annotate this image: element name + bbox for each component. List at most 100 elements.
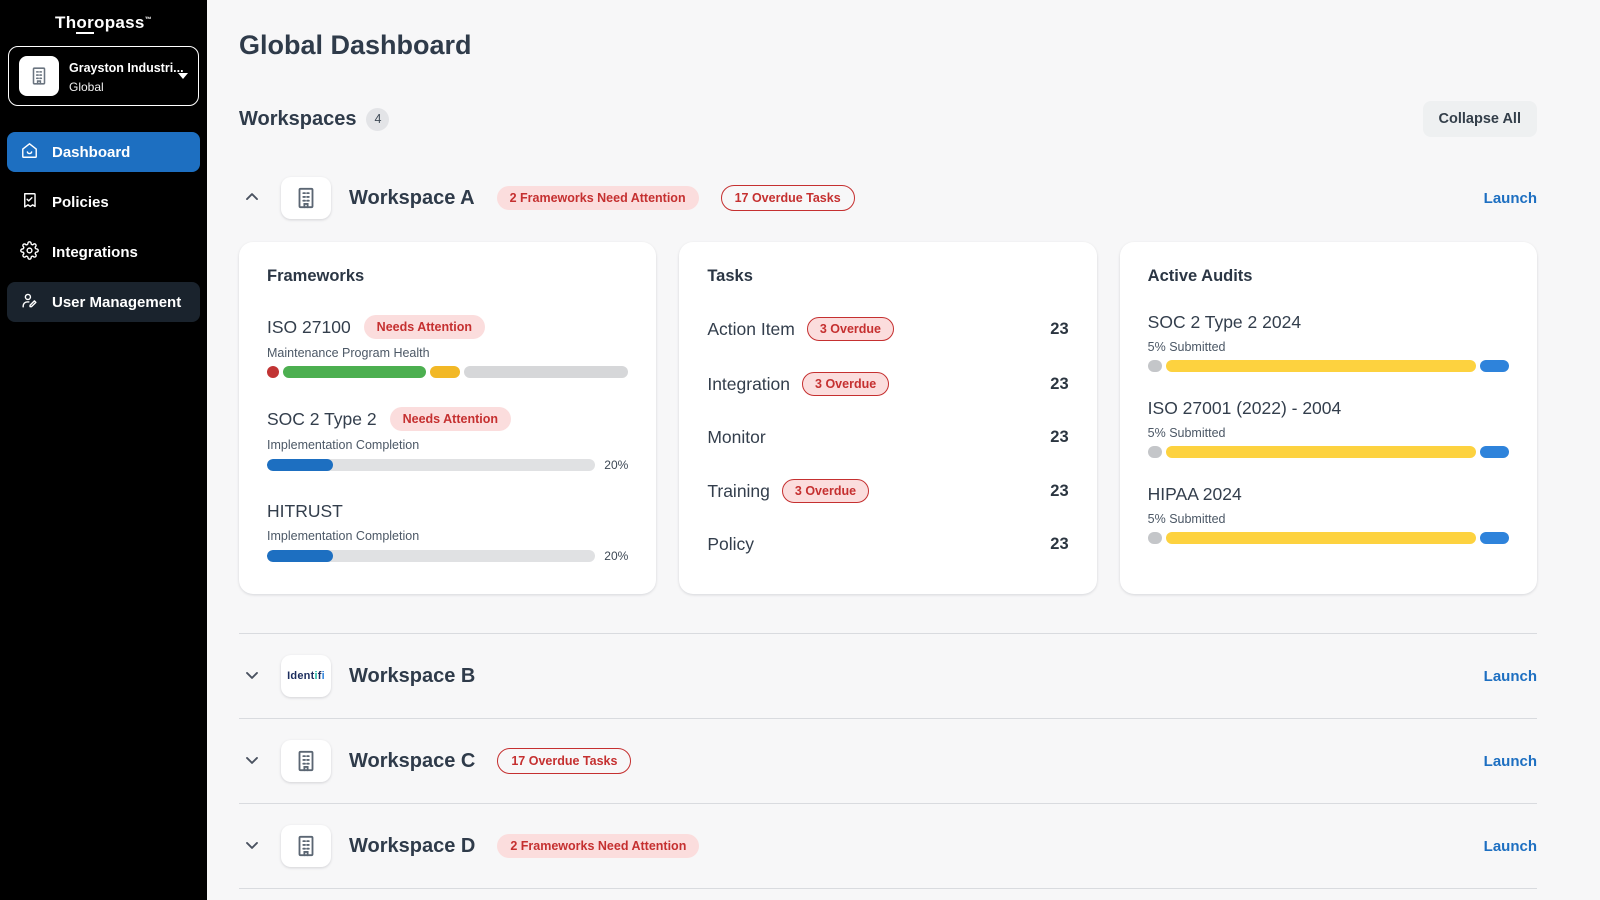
workspaces-count-badge: 4: [366, 107, 390, 131]
workspace-a-title: Workspace A: [349, 186, 475, 209]
task-row: Policy 23: [707, 534, 1068, 555]
selected-workspace-scope: Global: [69, 79, 104, 94]
tasks-card: Tasks Action Item 3 Overdue 23 Integrati…: [679, 242, 1097, 594]
task-row: Monitor 23: [707, 427, 1068, 448]
task-count: 23: [1050, 374, 1069, 393]
audit-name: ISO 27001 (2022) - 2004: [1147, 398, 1342, 418]
main-content: Global Dashboard Workspaces 4 Collapse A…: [207, 0, 1600, 900]
needs-attention-badge: Needs Attention: [363, 315, 486, 339]
overdue-badge: 3 Overdue: [806, 317, 895, 341]
task-type-label: Integration: [707, 373, 791, 394]
sidebar-item-label: Dashboard: [52, 143, 131, 161]
logo-letters: f: [317, 670, 322, 682]
framework-name: SOC 2 Type 2: [267, 408, 377, 429]
active-audits-card-title: Active Audits: [1147, 267, 1253, 285]
user-edit-icon: [20, 291, 39, 314]
chevron-down-icon: [242, 665, 262, 688]
audit-name: SOC 2 Type 2 2024: [1147, 312, 1302, 332]
sidebar: Thoropass™ Grayston Industri... Global D…: [0, 0, 207, 900]
framework-metric-label: Implementation Completion: [267, 529, 420, 543]
sidebar-item-user-management[interactable]: User Management: [7, 282, 200, 322]
chevron-down-icon: [178, 73, 188, 79]
framework-item: SOC 2 Type 2 Needs Attention Implementat…: [267, 407, 628, 472]
task-row: Training 3 Overdue 23: [707, 479, 1069, 503]
audit-item: ISO 27001 (2022) - 2004 5% Submitted: [1147, 398, 1509, 458]
chevron-down-icon: [242, 750, 262, 773]
workspaces-heading: Workspaces: [239, 107, 357, 130]
audit-status-label: 5% Submitted: [1147, 340, 1226, 354]
sidebar-item-policies[interactable]: Policies: [7, 182, 200, 222]
expand-workspace-b-button[interactable]: [239, 665, 265, 688]
workspace-c-logo: [281, 740, 331, 782]
logo-text-underlined: or: [76, 13, 95, 34]
logo-text: Th: [55, 13, 77, 32]
logo-text: opass: [94, 13, 145, 32]
overdue-badge: 3 Overdue: [802, 372, 890, 396]
audit-status-label: 5% Submitted: [1147, 426, 1226, 440]
sidebar-item-dashboard[interactable]: Dashboard: [7, 132, 200, 172]
collapse-workspace-a-button[interactable]: [239, 187, 265, 210]
task-type-label: Training: [707, 480, 770, 501]
maintenance-health-bar: [267, 366, 629, 378]
sidebar-nav: Dashboard Policies Integrations: [0, 132, 207, 322]
audit-item: HIPAA 2024 5% Submitted: [1147, 484, 1509, 544]
framework-item: ISO 27100 Needs Attention Maintenance Pr…: [267, 315, 629, 378]
page-title: Global Dashboard: [239, 30, 472, 60]
section-divider: [239, 888, 1537, 889]
logo-letters: i: [321, 670, 325, 682]
task-count: 23: [1050, 535, 1069, 553]
workspace-d-logo: [281, 825, 331, 867]
expand-workspace-d-button[interactable]: [239, 835, 265, 858]
workspace-c-title: Workspace C: [349, 749, 476, 772]
sidebar-item-label: User Management: [52, 293, 182, 311]
overdue-badge: 3 Overdue: [781, 479, 870, 503]
framework-name: ISO 27100: [267, 316, 351, 337]
expand-workspace-c-button[interactable]: [239, 750, 265, 773]
sidebar-item-label: Integrations: [52, 243, 138, 261]
task-row: Integration 3 Overdue 23: [707, 372, 1069, 396]
collapse-all-button[interactable]: Collapse All: [1422, 101, 1537, 137]
workspace-d-title: Workspace D: [349, 834, 476, 857]
sidebar-item-integrations[interactable]: Integrations: [7, 232, 200, 272]
framework-metric-label: Implementation Completion: [267, 438, 420, 452]
selected-workspace-name: Grayston Industri...: [69, 60, 184, 75]
task-type-label: Action Item: [707, 318, 795, 339]
workspace-selector[interactable]: Grayston Industri... Global: [8, 46, 199, 106]
gear-icon: [20, 240, 39, 264]
workspace-b-row: Identifi Workspace B Launch: [239, 634, 1537, 718]
frameworks-card: Frameworks ISO 27100 Needs Attention Mai…: [239, 242, 657, 594]
task-count: 23: [1050, 428, 1069, 446]
launch-workspace-c-link[interactable]: Launch: [1483, 752, 1537, 770]
audit-progress-bar: [1147, 360, 1509, 372]
section-divider: [239, 633, 1537, 634]
building-icon: [19, 56, 59, 96]
workspace-a-cards: Frameworks ISO 27100 Needs Attention Mai…: [239, 242, 1537, 594]
tasks-card-title: Tasks: [707, 267, 753, 285]
launch-workspace-d-link[interactable]: Launch: [1483, 837, 1537, 855]
frameworks-attention-badge: 2 Frameworks Need Attention: [497, 834, 700, 858]
workspace-d-row: Workspace D 2 Frameworks Need Attention …: [239, 804, 1537, 888]
progress-percent-label: 20%: [604, 549, 629, 563]
identifi-logo: Identifi: [281, 655, 331, 697]
home-icon: [20, 141, 39, 164]
frameworks-card-title: Frameworks: [267, 267, 365, 285]
progress-percent-label: 20%: [604, 458, 629, 472]
task-row: Action Item 3 Overdue 23: [707, 317, 1069, 341]
chevron-down-icon: [242, 835, 262, 858]
logo-letters: i: [314, 670, 318, 682]
logo-letters: Ident: [287, 670, 315, 682]
framework-metric-label: Maintenance Program Health: [267, 346, 430, 360]
overdue-tasks-badge: 17 Overdue Tasks: [497, 748, 632, 774]
task-count: 23: [1050, 319, 1069, 338]
audit-item: SOC 2 Type 2 2024 5% Submitted: [1147, 312, 1509, 372]
active-audits-card: Active Audits SOC 2 Type 2 2024 5% Submi…: [1119, 242, 1537, 594]
policy-document-icon: [20, 191, 39, 214]
audit-name: HIPAA 2024: [1147, 484, 1242, 504]
task-type-label: Policy: [707, 534, 755, 554]
implementation-progress-bar: [267, 459, 596, 471]
framework-item: HITRUST Implementation Completion 20%: [267, 501, 628, 563]
launch-workspace-b-link[interactable]: Launch: [1483, 667, 1537, 685]
launch-workspace-a-link[interactable]: Launch: [1483, 189, 1537, 207]
sidebar-item-label: Policies: [52, 193, 109, 211]
section-divider: [239, 803, 1537, 804]
